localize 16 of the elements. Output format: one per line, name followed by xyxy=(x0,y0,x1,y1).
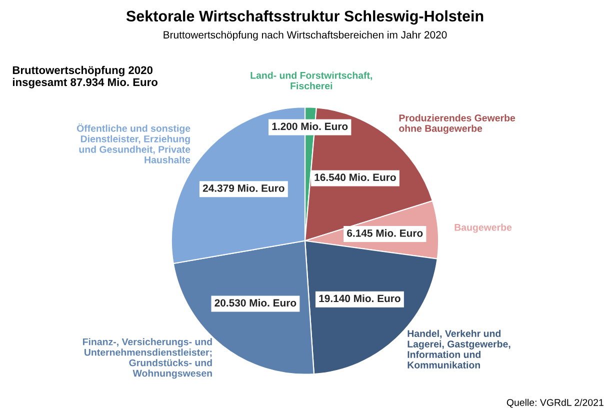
data-label: 6.145 Mio. Euro xyxy=(347,229,423,237)
slice-label: Land- und Forstwirtschaft, Fischerei xyxy=(250,72,372,90)
slice-label: Produzierendes Gewerbe ohne Baugewerbe xyxy=(399,114,516,134)
slice-label: Finanz-, Versicherungs- und Unternehmensdienstleister; Grundstücks- und Wohnungswesen xyxy=(82,338,212,379)
slice-label: Baugewerbe xyxy=(454,224,512,233)
data-label: 24.379 Mio. Euro xyxy=(202,184,284,192)
text: Bruttowertschöpfung 2020 insgesamt 87.934 Mio. Euro xyxy=(12,66,158,88)
chart-subtitle: Bruttowertschöpfung nach Wirtschaftsbereichen im Jahr 2020 xyxy=(164,30,447,41)
chart-title: Sektorale Wirtschaftsstruktur Schleswig-Holstein xyxy=(126,10,484,25)
source-note: Quelle: VGRdL 2/2021 xyxy=(506,398,604,408)
slice-label: Handel, Verkehr und Lagerei, Gastgewerbe, Information und Kommunikation xyxy=(408,330,510,368)
data-label: 16.540 Mio. Euro xyxy=(314,173,396,182)
data-label: 19.140 Mio. Euro xyxy=(319,294,400,302)
data-label: 1.200 Mio. Euro xyxy=(272,122,348,130)
data-label: 20.530 Mio. Euro xyxy=(214,298,296,307)
slice-label: Öffentliche und sonstige Dienstleister, Erziehung und Gesundheit, Private Haushalte xyxy=(76,123,190,164)
